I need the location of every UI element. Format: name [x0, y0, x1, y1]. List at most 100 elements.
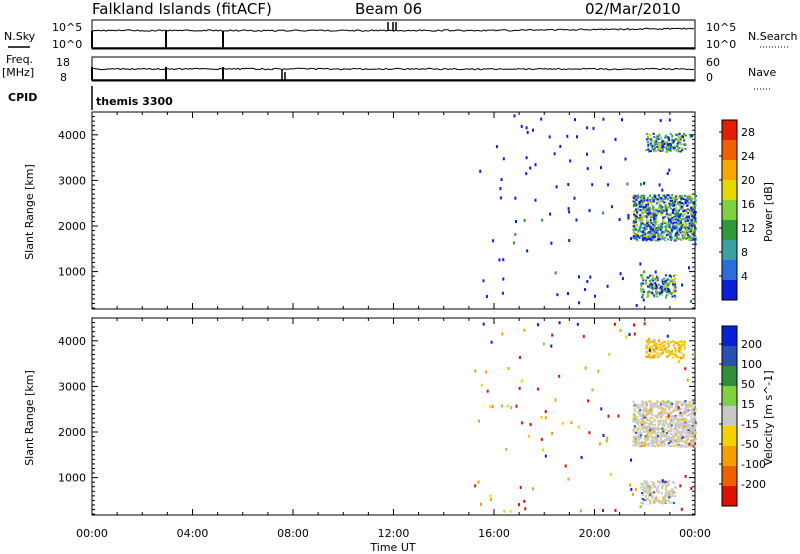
velocity-echo-pixel	[683, 418, 686, 420]
velocity-echo-pixel	[665, 432, 668, 435]
velocity-echo-pixel	[645, 443, 648, 446]
velocity-echo-pixel	[661, 352, 664, 355]
power-echo-pixel	[690, 239, 693, 242]
velocity-echo-pixel	[660, 438, 663, 441]
nsky-strip: 10^5 10^0 N.Sky 10^5 10^0 N.Search	[4, 19, 798, 51]
velocity-echo-pixel	[653, 501, 656, 504]
power-echo-pixel	[673, 239, 676, 242]
velocity-echo-pixel	[645, 430, 648, 433]
power-echo-pixel	[694, 236, 697, 238]
velocity-echo-pixel	[690, 442, 693, 445]
power-scatter-echo	[614, 137, 617, 141]
power-scatter-echo	[693, 201, 696, 205]
power-echo-pixel	[677, 203, 680, 206]
power-echo-pixel	[690, 211, 693, 214]
velocity-echo-pixel	[667, 411, 670, 414]
velocity-echo-pixel	[689, 435, 692, 437]
power-echo-pixel	[669, 133, 672, 135]
power-echo-pixel	[685, 238, 688, 240]
power-echo-pixel	[653, 228, 656, 231]
velocity-echo-pixel	[657, 485, 660, 488]
power-echo-pixel	[690, 224, 693, 227]
power-scatter-echo	[591, 183, 594, 187]
power-echo-pixel	[670, 221, 673, 224]
power-echo-pixel	[663, 289, 665, 292]
power-echo-pixel	[671, 139, 674, 141]
power-echo-pixel	[676, 145, 679, 148]
velocity-echo-pixel	[650, 496, 653, 499]
velocity-echo-pixel	[671, 356, 674, 359]
power-scatter-echo	[688, 266, 690, 270]
power-echo-pixel	[658, 147, 660, 150]
velocity-echo-pixel	[668, 406, 671, 409]
velocity-echo-pixel	[688, 421, 691, 424]
power-scatter-echo	[500, 178, 503, 182]
velocity-echo-pixel	[648, 401, 651, 404]
velocity-echo-pixel	[650, 346, 653, 348]
power-echo-pixel	[656, 135, 659, 138]
velocity-echo-pixel	[639, 437, 642, 440]
velocity-echo-pixel	[656, 353, 659, 356]
power-echo-pixel	[646, 295, 649, 298]
velocity-scatter-echo	[677, 406, 680, 410]
velocity-scatter-echo	[474, 369, 477, 373]
velocity-echo-pixel	[654, 423, 657, 426]
velocity-echo-pixel	[668, 350, 671, 353]
velocity-echo-pixel	[642, 424, 645, 427]
power-scatter-echo	[658, 183, 661, 187]
power-echo-pixel	[669, 223, 672, 226]
power-scatter-echo	[525, 156, 528, 160]
velocity-echo-pixel	[667, 343, 670, 346]
power-echo-pixel	[680, 205, 683, 208]
velocity-echo-pixel	[636, 427, 639, 430]
velocity-echo-pixel	[647, 497, 650, 500]
power-echo-pixel	[638, 236, 641, 239]
power-echo-pixel	[679, 228, 681, 231]
velocity-echo-pixel	[649, 404, 652, 407]
freq-strip: 18 8 Freq. [MHz] 60 0 Nave	[2, 53, 776, 90]
power-colorbar-tick-label: 16	[741, 198, 755, 211]
power-scatter-echo	[668, 138, 671, 142]
power-echo-pixel	[665, 285, 668, 288]
velocity-colorbar-tick-label: 15	[741, 398, 755, 411]
velocity-echo-pixel	[659, 432, 662, 435]
power-echo-pixel	[633, 236, 635, 239]
velocity-echo-pixel	[669, 413, 672, 416]
velocity-echo-pixel	[651, 443, 654, 446]
velocity-colorbar-segment	[722, 446, 737, 467]
power-echo-pixel	[666, 197, 669, 199]
power-echo-pixel	[679, 150, 682, 153]
velocity-echo-pixel	[655, 437, 658, 440]
power-echo-pixel	[678, 201, 681, 203]
velocity-echo-pixel	[655, 496, 657, 499]
power-echo-pixel	[639, 209, 642, 211]
velocity-echo-pixel	[676, 402, 679, 404]
power-echo-pixel	[670, 143, 673, 146]
velocity-echo-pixel	[666, 404, 668, 407]
velocity-echo-pixel	[673, 416, 675, 419]
power-echo-pixel	[664, 142, 667, 145]
velocity-scatter-echo	[550, 344, 553, 348]
velocity-echo-pixel	[691, 422, 694, 425]
velocity-echo-pixel	[670, 405, 673, 408]
velocity-echo-pixel	[688, 433, 691, 436]
power-echo-pixel	[667, 238, 669, 241]
time-axis-title: Time UT	[369, 541, 415, 554]
velocity-echo-pixel	[645, 439, 648, 441]
velocity-echo-pixel	[636, 418, 638, 421]
velocity-echo-pixel	[639, 403, 642, 406]
power-echo-pixel	[675, 203, 678, 206]
velocity-echo-pixel	[682, 354, 685, 357]
velocity-echo-pixel	[644, 494, 647, 497]
power-echo-pixel	[647, 224, 650, 227]
power-echo-pixel	[643, 228, 646, 231]
velocity-echo-pixel	[652, 348, 655, 351]
power-echo-pixel	[674, 209, 677, 212]
velocity-echo-pixel	[672, 344, 675, 347]
power-echo-pixel	[639, 198, 642, 201]
power-echo-pixel	[661, 148, 664, 151]
power-scatter-echo	[600, 166, 602, 170]
velocity-echo-pixel	[643, 480, 646, 483]
power-echo-pixel	[654, 146, 656, 149]
